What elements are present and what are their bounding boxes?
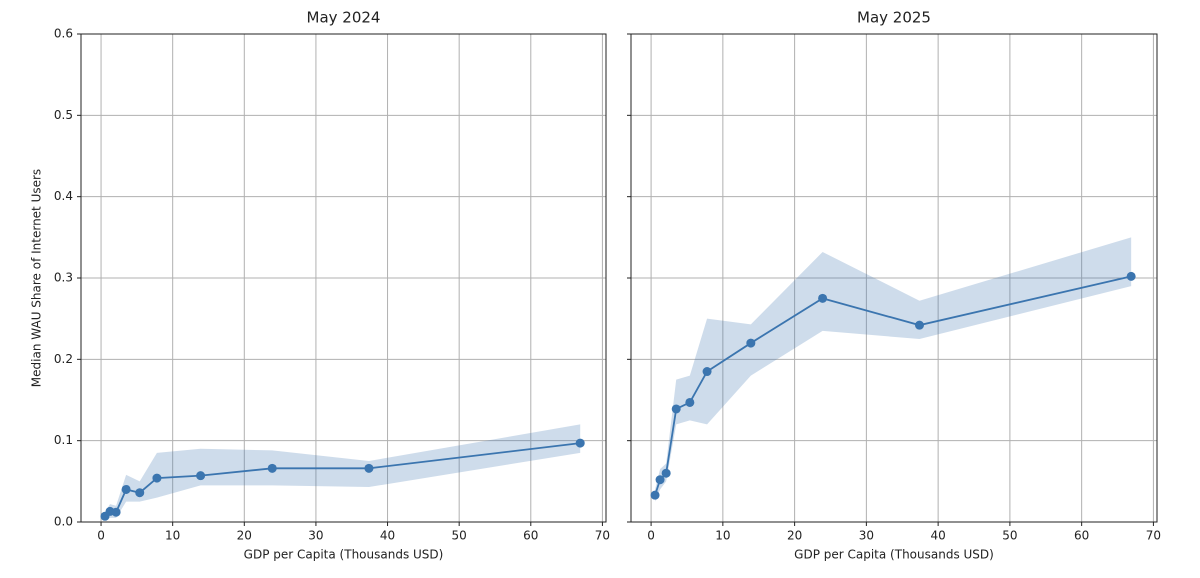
x-tick-label: 20 [237, 529, 252, 543]
y-tick-label: 0.3 [54, 271, 73, 285]
y-tick-label: 0.4 [54, 189, 73, 203]
x-tick-label: 70 [1146, 529, 1161, 543]
point [1126, 271, 1136, 281]
point [267, 463, 277, 473]
point [914, 320, 924, 330]
point [818, 293, 828, 303]
x-tick-label: 0 [97, 529, 105, 543]
x-tick-label: 70 [595, 529, 610, 543]
point [364, 463, 374, 473]
point [152, 473, 162, 483]
x-tick-label: 30 [859, 529, 874, 543]
point [121, 484, 131, 494]
x-tick-label: 40 [380, 529, 395, 543]
y-axis-label: Median WAU Share of Internet Users [30, 169, 44, 387]
point [135, 488, 145, 498]
x-tick-label: 30 [308, 529, 323, 543]
axes-frame [630, 33, 1158, 523]
point [111, 507, 121, 517]
x-tick-label: 40 [930, 529, 945, 543]
point [671, 404, 681, 414]
point [746, 338, 756, 348]
point [702, 367, 712, 377]
x-tick-label: 50 [1002, 529, 1017, 543]
y-tick-label: 0.0 [54, 515, 73, 529]
point [196, 471, 206, 481]
confidence-band [104, 424, 581, 521]
x-tick-label: 0 [647, 529, 655, 543]
point [575, 438, 585, 448]
y-tick-label: 0.2 [54, 352, 73, 366]
point [661, 468, 671, 478]
confidence-band [655, 237, 1132, 502]
point [650, 490, 660, 500]
x-tick-label: 20 [787, 529, 802, 543]
y-tick-label: 0.5 [54, 108, 73, 122]
y-tick-label: 0.1 [54, 433, 73, 447]
subplot-title: May 2024 [307, 9, 381, 27]
axes-frame [80, 33, 607, 523]
x-tick-label: 10 [165, 529, 180, 543]
x-tick-label: 10 [715, 529, 730, 543]
point [685, 397, 695, 407]
x-tick-label: 60 [523, 529, 538, 543]
x-axis-label: GDP per Capita (Thousands USD) [794, 548, 994, 562]
subplot-title: May 2025 [857, 9, 931, 27]
x-tick-label: 50 [452, 529, 467, 543]
point [655, 475, 665, 485]
x-tick-label: 60 [1074, 529, 1089, 543]
x-axis-label: GDP per Capita (Thousands USD) [244, 548, 444, 562]
y-tick-label: 0.6 [54, 27, 73, 41]
